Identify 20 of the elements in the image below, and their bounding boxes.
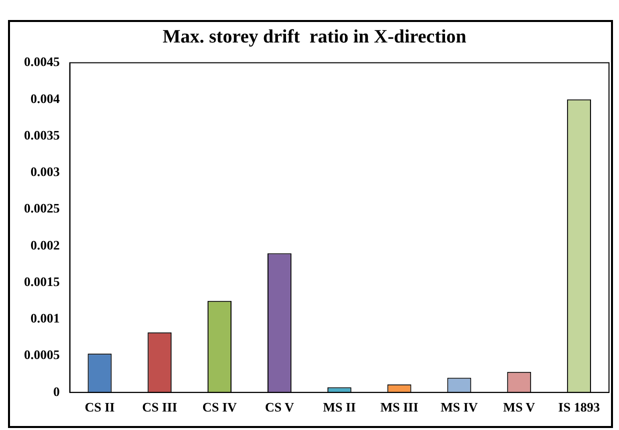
x-tick-label: MS V xyxy=(503,400,536,415)
x-tick-label: MS III xyxy=(380,400,418,415)
y-tick-label: 0.0035 xyxy=(24,127,60,142)
x-tick-label: IS 1893 xyxy=(558,400,600,415)
y-tick-label: 0.001 xyxy=(30,310,60,326)
y-tick-label: 0.0045 xyxy=(24,54,60,70)
chart-title: Max. storey drift ratio in X-direction xyxy=(162,26,467,48)
y-tick-label: 0.003 xyxy=(30,164,60,180)
y-tick-label: 0.0025 xyxy=(24,200,60,216)
y-tick-label: 0.004 xyxy=(30,90,60,106)
x-tick-label: CS IV xyxy=(202,400,238,415)
x-tick-label: CS II xyxy=(84,400,115,415)
x-tick-label: MS IV xyxy=(440,400,478,415)
y-tick-label: 0.0015 xyxy=(24,274,60,289)
x-tick-label: CS V xyxy=(264,400,295,415)
x-tick-label: CS III xyxy=(142,400,178,415)
x-tick-label: MS II xyxy=(322,400,356,415)
y-tick-label: 0.0005 xyxy=(24,347,60,362)
y-tick-label: 0.002 xyxy=(30,237,60,252)
y-tick-label: 0 xyxy=(53,384,60,399)
